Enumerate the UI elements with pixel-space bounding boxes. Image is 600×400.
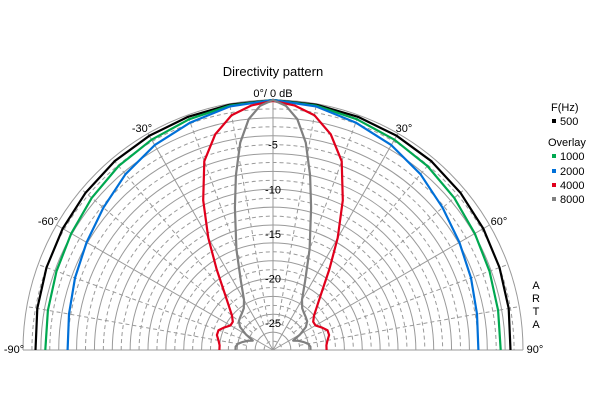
legend-label-4000: 4000 [560,180,584,192]
grid-ring-minor [210,287,336,351]
legend-header: F(Hz) [551,102,579,114]
legend-label-8000: 8000 [560,194,584,206]
legend-swatch-2000 [552,169,556,173]
angle-tick-label: 0°/ 0 dB [253,88,292,100]
legend-label-500: 500 [560,116,578,128]
grid-ring-minor [227,304,319,351]
angle-tick-label: 60° [491,216,508,228]
legend-swatch-1000 [552,154,556,158]
legend-swatch-500 [552,119,556,123]
db-tick-label: -10 [265,184,281,196]
angle-tick-label: -90° [4,344,24,356]
legend: F(Hz) Overlay 500 1000 2000 4000 8000 [548,102,586,206]
grid-radial-minor [111,158,257,330]
tick-labels: 0°/ 0 dB -30° 30° -60° 60° -90° 90° -5 -10 -15 -20… [4,88,543,356]
grid-radial-minor [297,264,509,342]
db-tick-label: -5 [268,140,278,152]
grid-radial-minor [277,103,317,324]
grid-radial-minor [81,188,253,334]
db-tick-label: -15 [265,229,281,241]
side-letter-3: T [533,306,540,318]
angle-tick-label: 30° [396,123,413,135]
legend-swatch-8000 [552,197,556,201]
grid-ring-minor [245,322,301,351]
angle-tick-label: 90° [527,344,544,356]
angle-tick-label: -60° [38,216,58,228]
polar-grid [22,99,524,351]
grid-radial-minor [281,114,359,326]
grid-radial-major [272,224,490,351]
angle-tick-label: -30° [132,123,152,135]
grid-radial-minor [299,306,520,346]
side-letter-1: A [532,280,540,292]
grid-radial-minor [289,158,435,330]
grid-ring-minor [263,340,283,351]
side-letter-4: A [532,319,540,331]
grid-radial-minor [293,188,465,334]
legend-label-2000: 2000 [560,166,584,178]
db-tick-label: -20 [265,274,281,286]
legend-swatch-4000 [552,183,556,187]
db-tick-label: -25 [265,318,281,330]
series-line-8000 [233,98,313,351]
series-layer [34,98,512,351]
arta-side-label: A R T A [532,280,540,331]
grid-radial-major [56,224,274,351]
grid-radial-major [147,133,274,351]
chart-title: Directivity pattern [223,64,323,79]
grid-radial-minor [26,306,247,346]
grid-radial-major [272,133,399,351]
legend-label-1000: 1000 [560,151,584,163]
grid-radial-minor [37,264,249,342]
grid-radial-minor [229,103,269,324]
legend-overlay-header: Overlay [548,137,586,149]
side-letter-2: R [532,293,540,305]
grid-radial-minor [187,114,265,326]
